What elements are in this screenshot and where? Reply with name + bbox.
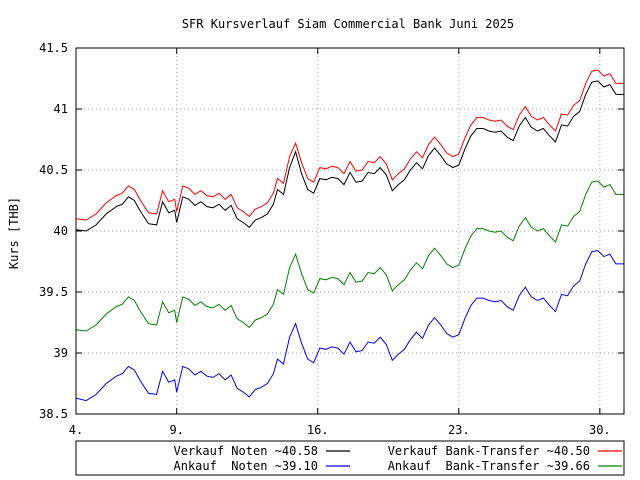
legend: Verkauf Noten ~40.58 Verkauf Bank-Transf…	[75, 440, 625, 476]
series-line-2	[75, 249, 624, 402]
y-tick-label: 40.5	[39, 163, 68, 177]
plot-frame	[75, 47, 625, 415]
x-tick-label: 16.	[307, 423, 329, 437]
x-tick-label: 23.	[448, 423, 470, 437]
y-tick-label: 40	[54, 224, 68, 238]
y-tick-label: 41.5	[39, 41, 68, 55]
x-tick-label: 4.	[69, 423, 83, 437]
y-tick-label: 38.5	[39, 407, 68, 421]
chart-title: SFR Kursverlauf Siam Commercial Bank Jun…	[182, 17, 514, 31]
series-line-1	[75, 69, 624, 221]
series-line-3	[75, 180, 624, 332]
y-tick-label: 39	[54, 346, 68, 360]
legend-label-verkauf-bank-transfer: Verkauf Bank-Transfer ~40.50	[388, 444, 590, 458]
series-line-0	[75, 80, 624, 232]
legend-label-verkauf-noten: Verkauf Noten ~40.58	[174, 444, 319, 458]
x-tick-label: 9.	[170, 423, 184, 437]
y-tick-label: 41	[54, 102, 68, 116]
legend-label-ankauf-noten: Ankauf Noten ~39.10	[174, 459, 319, 473]
x-tick-label: 30.	[589, 423, 611, 437]
legend-box	[75, 440, 625, 476]
y-axis-label: Kurs [THB]	[7, 197, 21, 269]
series-lines	[75, 69, 624, 402]
axis-ticks: 38.5 39 39.5 40 40.5 41 41.5 4. 9. 16. 23. 30.	[39, 41, 624, 437]
legend-label-ankauf-bank-transfer: Ankauf Bank-Transfer ~39.66	[388, 459, 590, 473]
grid	[76, 48, 624, 414]
y-tick-label: 39.5	[39, 285, 68, 299]
